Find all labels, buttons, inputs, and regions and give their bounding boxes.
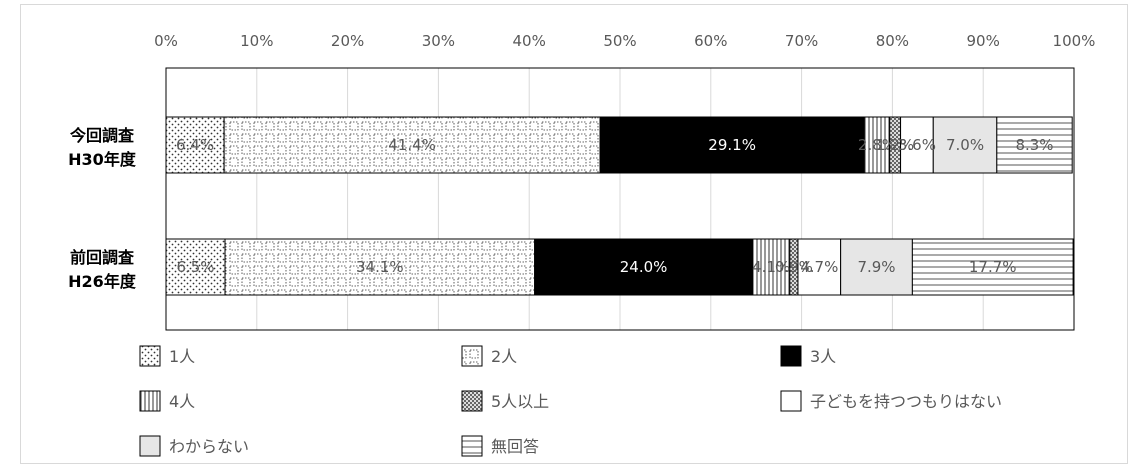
data-label: 29.1%	[708, 136, 756, 154]
data-label: 4.7%	[800, 258, 838, 276]
bar-segment	[863, 116, 891, 174]
legend-label: わからない	[169, 437, 249, 456]
data-label: 6.5%	[176, 258, 214, 276]
bar-segment	[996, 116, 1073, 174]
bar-segment	[900, 116, 934, 174]
data-label: 8.3%	[1015, 136, 1053, 154]
data-label: 7.9%	[857, 258, 895, 276]
legend-swatch	[461, 345, 483, 367]
category-sublabel: H30年度	[68, 150, 137, 169]
bar-segment	[534, 238, 754, 296]
legend-swatch	[780, 390, 802, 412]
bar-segment	[911, 238, 1074, 296]
x-tick-label: 30%	[422, 32, 455, 50]
bar-segment	[932, 116, 998, 174]
legend-label: 4人	[169, 392, 195, 411]
x-tick-label: 50%	[603, 32, 636, 50]
data-label: 6.4%	[176, 136, 214, 154]
legend-label: 3人	[810, 347, 836, 366]
bar-segment	[752, 238, 791, 296]
x-tick-label: 40%	[513, 32, 546, 50]
data-label: 3.6%	[898, 136, 936, 154]
data-label: 1.2%	[876, 136, 914, 154]
legend-label: 無回答	[491, 437, 539, 456]
legend-swatch	[780, 345, 802, 367]
category-label: 今回調査	[69, 126, 134, 145]
bar-segment	[224, 238, 536, 296]
x-tick-label: 0%	[154, 32, 178, 50]
data-label: 41.4%	[388, 136, 436, 154]
data-label: 2.8%	[858, 136, 896, 154]
x-tick-label: 20%	[331, 32, 364, 50]
legend-swatch	[139, 435, 161, 457]
x-tick-label: 100%	[1053, 32, 1096, 50]
data-label: 17.7%	[969, 258, 1017, 276]
x-tick-label: 70%	[785, 32, 818, 50]
legend-label: 5人以上	[491, 392, 549, 411]
data-label: 0.9%	[775, 258, 813, 276]
category-sublabel: H26年度	[68, 272, 137, 291]
chart-frame	[20, 4, 1128, 464]
legend-swatch	[461, 435, 483, 457]
x-tick-label: 80%	[876, 32, 909, 50]
x-tick-label: 90%	[967, 32, 1000, 50]
legend-label: 2人	[491, 347, 517, 366]
legend-swatch	[461, 390, 483, 412]
data-label: 7.0%	[946, 136, 984, 154]
data-label: 34.1%	[356, 258, 404, 276]
data-label: 4.1%	[752, 258, 790, 276]
category-label: 前回調査	[70, 248, 134, 267]
bar-segment	[840, 238, 913, 296]
x-tick-label: 60%	[694, 32, 727, 50]
x-tick-label: 10%	[240, 32, 273, 50]
bar-segment	[797, 238, 842, 296]
legend-label: 1人	[169, 347, 195, 366]
legend-label: 子どもを持つつもりはない	[810, 392, 1002, 411]
legend-swatch	[139, 345, 161, 367]
legend-swatch	[139, 390, 161, 412]
plot-border	[165, 67, 1075, 331]
data-label: 24.0%	[620, 258, 668, 276]
